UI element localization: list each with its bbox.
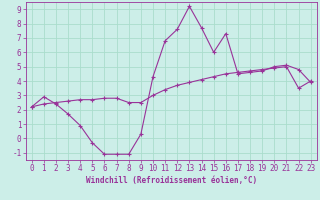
X-axis label: Windchill (Refroidissement éolien,°C): Windchill (Refroidissement éolien,°C) bbox=[86, 176, 257, 185]
